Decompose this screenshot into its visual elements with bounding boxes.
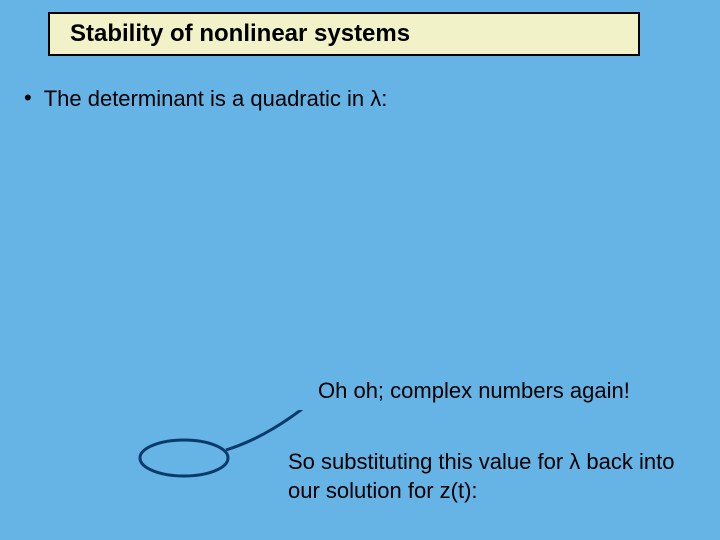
bottom-text: So substituting this value for λ back in… [288,448,698,505]
bullet-item: • The determinant is a quadratic in λ: [24,84,387,114]
title-box: Stability of nonlinear systems [48,12,640,56]
bullet-marker: • [24,84,32,113]
cloud-tail [226,410,326,450]
slide-title: Stability of nonlinear systems [70,20,410,48]
cloud-ellipse [140,440,228,476]
callout-text: Oh oh; complex numbers again! [318,378,630,404]
bullet-text: The determinant is a quadratic in λ: [44,84,388,114]
